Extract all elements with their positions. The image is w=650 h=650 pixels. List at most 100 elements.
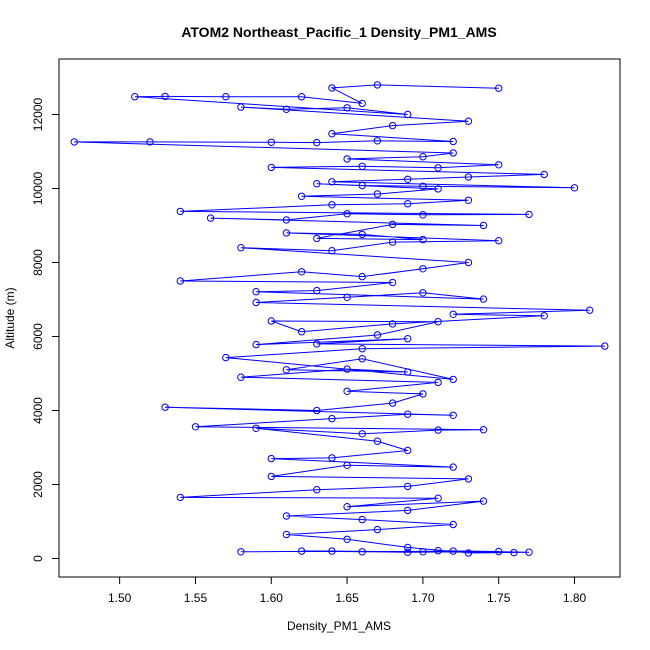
data-point (237, 373, 245, 381)
data-point (343, 210, 351, 218)
data-point (252, 288, 260, 296)
x-tick-label: 1.70 (411, 591, 435, 605)
x-tick-label: 1.55 (184, 591, 208, 605)
data-point (449, 310, 457, 318)
data-point (191, 423, 200, 431)
data-point (313, 340, 321, 348)
x-tick-label: 1.65 (335, 591, 359, 605)
data-point (358, 355, 366, 363)
y-tick-label: 4000 (31, 397, 45, 424)
data-point (495, 84, 503, 92)
x-tick-label: 1.80 (563, 591, 587, 605)
data-point (388, 121, 397, 130)
data-point (343, 387, 351, 395)
data-point (297, 328, 306, 336)
data-point (434, 547, 442, 555)
data-point (313, 234, 321, 243)
data-point (434, 185, 442, 193)
data-point (449, 547, 457, 555)
data-point (328, 130, 336, 138)
data-point (449, 137, 457, 146)
data-point (358, 548, 366, 556)
data-point (313, 406, 321, 415)
data-point (434, 426, 442, 434)
data-point (540, 170, 548, 179)
data-point (434, 494, 442, 502)
data-point (206, 214, 215, 222)
data-point (343, 461, 351, 469)
series-line (74, 84, 605, 554)
data-point (404, 200, 412, 208)
data-point (449, 463, 457, 471)
data-point (510, 548, 518, 557)
data-point (328, 201, 336, 209)
data-point (70, 138, 78, 146)
data-point (297, 268, 306, 276)
y-tick-label: 0 (31, 555, 45, 562)
data-point (495, 547, 503, 556)
data-point (464, 196, 473, 205)
data-point (479, 497, 488, 505)
data-point (540, 312, 548, 320)
data-point (313, 138, 321, 147)
data-point (222, 353, 230, 362)
data-point (419, 235, 427, 244)
data-point (358, 345, 366, 353)
data-point (176, 207, 185, 216)
data-point (449, 520, 457, 529)
data-point (267, 317, 275, 325)
data-point (358, 99, 366, 108)
data-point (161, 92, 169, 101)
data-point (313, 486, 321, 494)
data-point (343, 535, 351, 543)
data-point (373, 525, 382, 534)
data-point (388, 399, 397, 407)
data-point (282, 366, 291, 374)
x-tick-label: 1.75 (487, 591, 511, 605)
data-point (434, 164, 442, 172)
data-point (525, 548, 533, 556)
data-point (328, 414, 336, 423)
x-tick-label: 1.50 (108, 591, 132, 605)
data-point (373, 437, 382, 445)
y-tick-label: 8000 (31, 249, 45, 276)
data-point (434, 318, 442, 326)
data-point (252, 424, 260, 432)
data-point (328, 178, 336, 186)
data-point (343, 293, 351, 301)
data-point (570, 184, 579, 192)
data-point (464, 258, 473, 267)
data-point (404, 446, 412, 455)
data-point (267, 163, 275, 172)
data-point (404, 368, 412, 376)
data-point (313, 286, 321, 295)
data-point (388, 320, 397, 328)
data-point (404, 548, 412, 556)
data-point (237, 103, 245, 111)
data-point (373, 190, 382, 198)
data-point (464, 117, 473, 125)
data-point (282, 105, 291, 114)
data-point (343, 155, 351, 163)
data-point (525, 210, 533, 219)
data-point (282, 530, 291, 539)
data-point (358, 162, 366, 171)
data-point (358, 430, 366, 438)
data-point (297, 192, 306, 201)
y-tick-label: 2000 (31, 471, 45, 498)
data-point (343, 503, 351, 511)
data-point (464, 549, 473, 557)
data-point (449, 149, 457, 157)
data-point (419, 289, 427, 297)
data-point (267, 454, 275, 463)
data-point (464, 173, 473, 181)
data-point (252, 298, 260, 307)
data-point (343, 104, 351, 112)
plot-area (70, 81, 609, 557)
data-point (419, 211, 427, 219)
y-axis: 0 2000 4000 6000 8000 10000 12000 (31, 97, 60, 562)
y-axis-label: Altitude (m) (3, 287, 17, 348)
data-point (388, 238, 397, 246)
